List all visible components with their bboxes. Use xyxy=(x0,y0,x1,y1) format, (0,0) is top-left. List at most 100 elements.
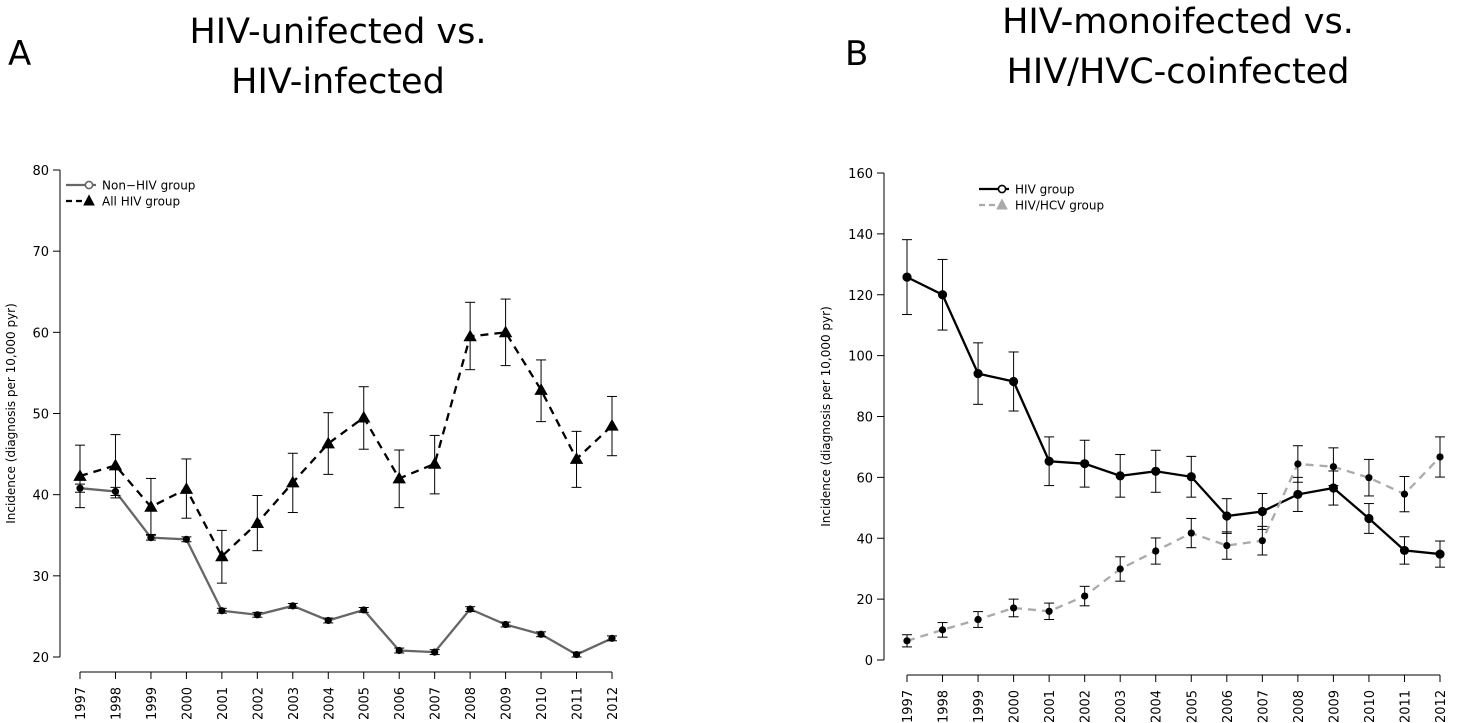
x-tick-label: 2003 xyxy=(287,687,302,720)
y-tick-label: 100 xyxy=(848,350,873,365)
x-tick-label: 2010 xyxy=(1363,690,1378,723)
legend-marker xyxy=(996,198,1008,210)
data-point xyxy=(289,602,297,610)
data-point xyxy=(1399,545,1410,556)
data-point xyxy=(937,290,948,300)
data-point xyxy=(144,500,158,512)
legend-label: HIV group xyxy=(1015,183,1074,197)
y-tick-label: 40 xyxy=(32,489,49,504)
data-point xyxy=(498,325,513,338)
data-point xyxy=(569,452,584,464)
data-point xyxy=(1436,453,1444,461)
data-point xyxy=(1329,463,1337,471)
panel-label: B xyxy=(845,34,868,74)
x-tick-label: 2011 xyxy=(571,687,586,720)
series-line xyxy=(79,487,613,656)
legend-item: HIV group xyxy=(979,183,1074,197)
y-tick-label: 120 xyxy=(848,289,873,304)
data-point xyxy=(108,458,123,471)
series-line xyxy=(906,276,1441,556)
data-point xyxy=(215,549,229,562)
data-point xyxy=(1258,537,1266,545)
x-tick-label: 2007 xyxy=(1256,690,1271,723)
x-tick-label: 2008 xyxy=(1292,690,1307,723)
data-point xyxy=(572,650,581,659)
data-point xyxy=(1045,607,1053,615)
x-tick-label: 2002 xyxy=(251,687,266,720)
x-tick-label: 2003 xyxy=(1114,690,1129,723)
y-tick-label: 140 xyxy=(848,228,873,243)
x-tick-label: 2005 xyxy=(358,687,373,720)
y-tick-label: 50 xyxy=(32,408,49,423)
data-point xyxy=(1223,541,1231,550)
legend-marker xyxy=(83,194,95,206)
data-point xyxy=(1187,529,1195,537)
chart-title-line: HIV-unifected vs. xyxy=(189,12,486,52)
data-point xyxy=(534,383,548,395)
data-point xyxy=(466,605,474,613)
data-point xyxy=(1222,511,1232,521)
x-tick-label: 2007 xyxy=(429,687,444,720)
x-tick-label: 2000 xyxy=(180,687,195,720)
legend-label: HIV/HCV group xyxy=(1015,199,1104,213)
series-line xyxy=(79,331,613,559)
x-tick-label: 2011 xyxy=(1398,690,1413,723)
data-point xyxy=(1044,456,1054,466)
panel-label: A xyxy=(8,34,31,74)
legend-item: Non−HIV group xyxy=(66,179,195,193)
data-point xyxy=(179,482,194,494)
legend: HIV group HIV/HCV group xyxy=(979,183,1104,213)
y-tick-label: 40 xyxy=(856,532,873,547)
legend-item: HIV/HCV group xyxy=(979,198,1104,213)
data-point xyxy=(1115,471,1125,481)
data-point xyxy=(463,329,477,342)
data-point xyxy=(1116,565,1124,573)
panel-a: A HIV-unifected vs. HIV-infected 20 30 40 50 60… xyxy=(4,12,621,720)
data-point xyxy=(73,469,87,481)
x-tick-label: 1999 xyxy=(145,687,160,720)
data-point xyxy=(182,535,190,543)
data-point xyxy=(360,606,368,614)
x-tick-label: 2005 xyxy=(1185,690,1200,723)
data-point xyxy=(286,475,300,488)
data-point xyxy=(608,634,616,642)
data-point xyxy=(605,418,619,431)
y-axis-label: Incidence (diagnosis per 10,000 pyr) xyxy=(819,306,833,527)
data-point xyxy=(395,646,403,655)
y-tick-label: 30 xyxy=(32,570,49,585)
x-tick-label: 2012 xyxy=(1434,690,1449,723)
x-tick-label: 2009 xyxy=(500,687,515,720)
x-tick-label: 2002 xyxy=(1079,690,1094,723)
legend-label: Non−HIV group xyxy=(102,179,195,193)
data-point xyxy=(1152,547,1160,555)
series-1 xyxy=(902,239,1445,568)
x-tick-label: 2006 xyxy=(393,687,408,720)
panel-b: B HIV-monoifected vs. HIV/HVC-coinfected 0 2… xyxy=(819,2,1449,723)
data-point xyxy=(147,534,155,542)
data-point xyxy=(1257,506,1267,517)
data-point xyxy=(1008,376,1019,387)
legend: Non−HIV group All HIV group xyxy=(66,179,195,209)
data-point xyxy=(903,637,911,645)
data-point xyxy=(902,272,912,282)
data-point xyxy=(1151,466,1161,476)
data-point xyxy=(357,410,371,423)
y-tick-label: 60 xyxy=(32,326,49,341)
data-point xyxy=(1010,604,1018,612)
x-tick-label: 2009 xyxy=(1327,690,1342,723)
x-tick-label: 2006 xyxy=(1221,690,1236,723)
data-point xyxy=(1435,549,1445,559)
data-point xyxy=(1293,489,1303,500)
x-axis: 1997 1998 1999 2000 2001 2002 2003 2004 2005 2006… xyxy=(901,674,1449,723)
x-tick-label: 1998 xyxy=(937,690,952,723)
data-point xyxy=(1186,472,1196,482)
data-point xyxy=(324,616,332,625)
data-point xyxy=(502,620,510,629)
data-point xyxy=(537,630,545,638)
data-point xyxy=(938,626,947,634)
data-point xyxy=(1365,474,1373,482)
data-point xyxy=(321,436,335,449)
data-point xyxy=(218,607,226,615)
data-point xyxy=(253,611,261,619)
y-tick-label: 0 xyxy=(865,654,873,669)
